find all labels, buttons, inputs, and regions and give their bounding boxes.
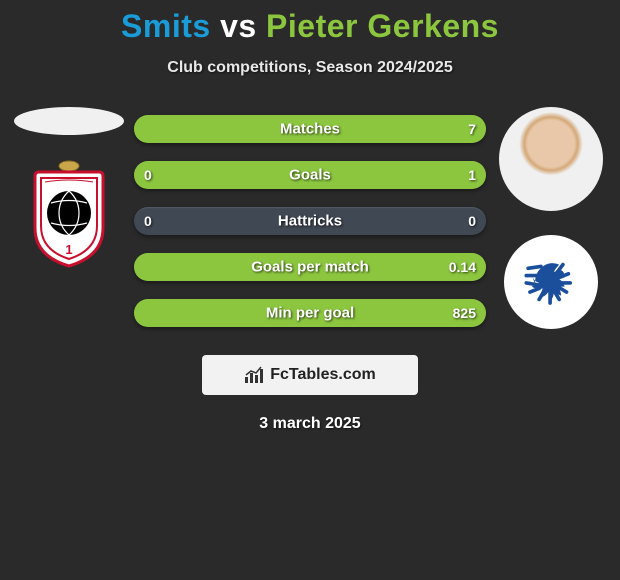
watermark-text: FcTables.com: [270, 366, 376, 384]
chart-icon: [244, 366, 264, 384]
stat-value-left: 0: [144, 213, 152, 229]
stat-bar: 7 Matches: [134, 115, 486, 143]
stat-bar: 825 Min per goal: [134, 299, 486, 327]
comparison-body: 1 7 Matches 0 1 Goals 0 0 Hattricks 0.14 Goals pe…: [0, 107, 620, 335]
stat-value-right: 0: [468, 213, 476, 229]
vs-text: vs: [220, 8, 257, 44]
watermark: FcTables.com: [202, 355, 418, 395]
stat-value-right: 825: [453, 305, 476, 321]
right-column: [486, 107, 616, 329]
stat-value-left: 0: [144, 167, 152, 183]
stat-bar: 0 0 Hattricks: [134, 207, 486, 235]
svg-text:1: 1: [65, 242, 72, 257]
player1-photo-placeholder: [14, 107, 124, 135]
stat-label: Hattricks: [278, 213, 342, 230]
player2-photo: [499, 107, 603, 211]
player2-name: Pieter Gerkens: [266, 8, 499, 44]
comparison-title: Smits vs Pieter Gerkens: [0, 0, 620, 45]
stat-label: Min per goal: [266, 305, 354, 322]
stat-value-right: 1: [468, 167, 476, 183]
player1-club-badge: 1: [24, 153, 114, 273]
stat-bar: 0 1 Goals: [134, 161, 486, 189]
antwerp-crest-icon: 1: [29, 158, 109, 268]
left-column: 1: [4, 107, 134, 273]
stat-value-right: 0.14: [449, 259, 476, 275]
date-text: 3 march 2025: [0, 415, 620, 433]
stat-label: Goals: [289, 167, 331, 184]
player1-name: Smits: [121, 8, 211, 44]
stat-label: Matches: [280, 121, 340, 138]
stat-bar: 0.14 Goals per match: [134, 253, 486, 281]
stat-value-right: 7: [468, 121, 476, 137]
stats-column: 7 Matches 0 1 Goals 0 0 Hattricks 0.14 Goals per …: [134, 107, 486, 335]
stat-label: Goals per match: [251, 259, 369, 276]
gent-crest-icon: [508, 239, 594, 325]
player2-club-badge: [504, 235, 598, 329]
subtitle: Club competitions, Season 2024/2025: [0, 59, 620, 77]
